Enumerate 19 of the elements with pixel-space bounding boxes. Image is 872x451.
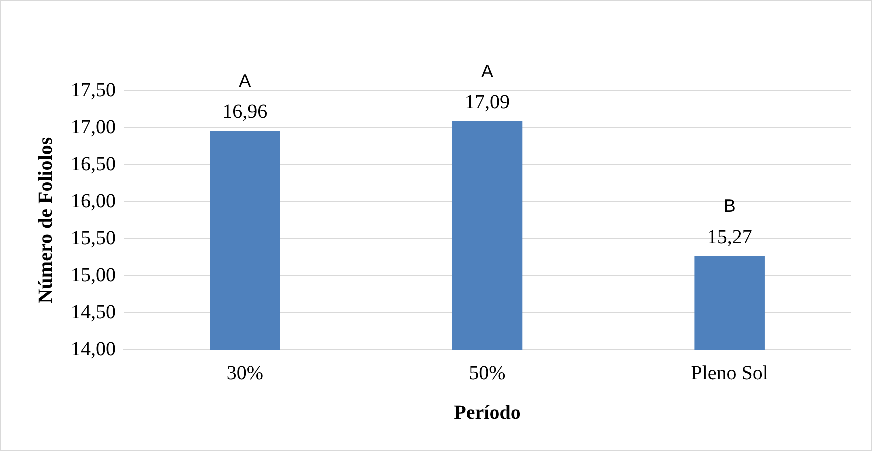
y-tick-label: 15,00	[71, 264, 116, 286]
x-tick-label: 50%	[469, 362, 506, 384]
annotation: A	[481, 61, 494, 82]
y-tick-label: 17,50	[71, 79, 116, 102]
annotation: B	[724, 196, 736, 216]
y-tick-label: 17,00	[71, 116, 116, 138]
data-label: 15,27	[707, 226, 752, 248]
x-tick-label: Pleno Sol	[691, 362, 769, 384]
y-axis-title: Número de Foliolos	[35, 137, 58, 304]
data-label: 16,96	[222, 101, 268, 124]
y-tick-label: 16,50	[71, 153, 116, 176]
annotation: A	[239, 70, 252, 91]
x-tick-label: 30%	[226, 362, 264, 384]
data-label: 17,09	[465, 92, 510, 114]
y-tick-label: 14,50	[71, 301, 116, 324]
x-axis-title: Período	[454, 402, 521, 424]
y-tick-label: 16,00	[71, 190, 116, 212]
y-tick-label: 14,00	[71, 338, 116, 360]
y-tick-label: 15,50	[71, 227, 116, 250]
